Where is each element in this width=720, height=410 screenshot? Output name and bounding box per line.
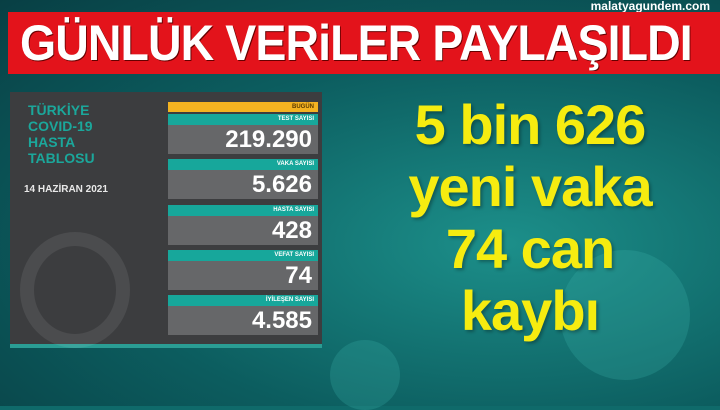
panel-date: 14 HAZİRAN 2021 (24, 184, 108, 195)
stat-value: 428 (168, 216, 318, 245)
title-line: TABLOSU (28, 150, 95, 166)
summary-line: kaybı (460, 279, 600, 342)
stat-label: HASTA SAYISI (168, 205, 318, 216)
stat-value: 4.585 (168, 306, 318, 335)
stat-row-deaths: VEFAT SAYISI 74 (168, 250, 318, 290)
headline-banner: GÜNLÜK VERiLER PAYLAŞILDI (8, 12, 720, 74)
title-line: TÜRKİYE (28, 102, 90, 118)
site-watermark: malatyagundem.com (590, 0, 710, 13)
ministry-emblem-icon (20, 232, 130, 348)
stat-row-cases: VAKA SAYISI 5.626 (168, 159, 318, 199)
today-label: BUGÜN (168, 102, 318, 112)
stat-label: VEFAT SAYISI (168, 250, 318, 261)
stat-row-recovered: İYİLEŞEN SAYISI 4.585 (168, 295, 318, 335)
headline: GÜNLÜK VERiLER PAYLAŞILDI (20, 15, 693, 71)
stat-label: İYİLEŞEN SAYISI (168, 295, 318, 306)
stat-value: 74 (168, 261, 318, 290)
virus-decoration (330, 340, 400, 410)
virus-decoration (560, 250, 690, 380)
summary-text: 5 bin 626 yeni vaka 74 can kaybı (345, 94, 715, 342)
stat-value: 219.290 (168, 125, 318, 154)
summary-line: 74 can (445, 217, 615, 280)
covid-table-panel: TÜRKİYE COVID-19 HASTA TABLOSU 14 HAZİRA… (10, 92, 322, 348)
title-line: COVID-19 (28, 118, 93, 134)
stat-row-patients: HASTA SAYISI 428 (168, 205, 318, 245)
summary-line: 5 bin 626 (414, 93, 647, 156)
panel-title: TÜRKİYE COVID-19 HASTA TABLOSU (28, 102, 148, 166)
stat-label: VAKA SAYISI (168, 159, 318, 170)
summary-line: yeni vaka (408, 155, 652, 218)
stat-row-test: TEST SAYISI 219.290 (168, 114, 318, 154)
stat-value: 5.626 (168, 170, 318, 199)
title-line: HASTA (28, 134, 76, 150)
stat-label: TEST SAYISI (168, 114, 318, 125)
